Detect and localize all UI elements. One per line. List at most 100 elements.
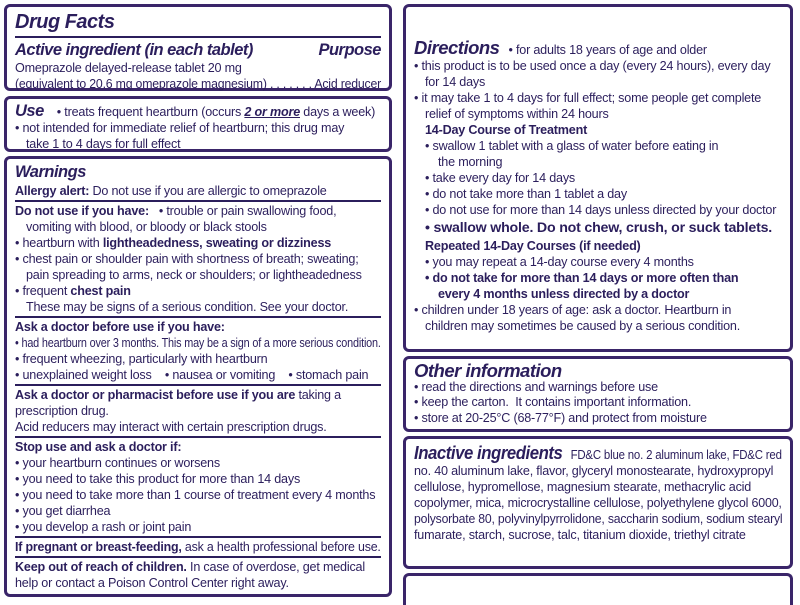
text-line: Keep out of reach of children. In case o… — [15, 559, 381, 575]
text-segment: • had heartburn over 3 months. This may … — [15, 336, 381, 350]
text-segment: Ask a doctor or pharmacist before use if… — [15, 388, 296, 402]
text-segment: • take every day for 14 days — [425, 171, 576, 185]
text-segment: • store at 20-25°C (68-77°F) and protect… — [414, 410, 707, 425]
text-segment: Omeprazole delayed-release tablet 20 mg — [15, 61, 242, 75]
text-segment: children may sometimes be caused by a se… — [425, 319, 741, 333]
text-segment: • keep the carton. It contains important… — [414, 395, 692, 410]
text-segment: • swallow whole. Do not chew, crush, or … — [425, 220, 773, 236]
text-segment: vomiting with blood, or bloody or black … — [26, 220, 267, 234]
text-segment: Do not use if you have: — [15, 204, 149, 218]
text-line: vomiting with blood, or bloody or black … — [15, 219, 381, 235]
text-line: no. 40 aluminum lake, flavor, glyceryl m… — [414, 463, 782, 479]
text-line: prescription drug. — [15, 403, 381, 419]
text-line: If pregnant or breast-feeding, ask a hea… — [15, 539, 381, 555]
active-ingredient-body: Omeprazole delayed-release tablet 20 mg (… — [15, 60, 381, 92]
text-segment: Acid reducer — [314, 77, 382, 91]
text-segment: • chest pain or shoulder pain with short… — [15, 252, 359, 266]
text-line: • do not take for more than 14 days or m… — [414, 270, 782, 286]
text-line: take 1 to 4 days for full effect — [15, 136, 381, 152]
text-segment: chest pain — [70, 284, 131, 298]
text-segment: In case of overdose, get medical — [186, 560, 365, 574]
inactive-ingredients-panel: Inactive ingredients FD&C blue no. 2 alum… — [403, 436, 793, 569]
text-segment: Keep out of reach of children. — [15, 560, 187, 574]
text-line: • read the directions and warnings befor… — [414, 380, 782, 395]
other-information-panel: Other information • read the directions … — [403, 356, 793, 432]
section-divider — [15, 316, 381, 318]
directions-body: Directions • for adults 18 years of age a… — [414, 37, 782, 334]
text-line: • this product is to be used once a day … — [414, 58, 782, 74]
text-line: Ask a doctor or pharmacist before use if… — [15, 387, 381, 403]
inline-section-heading: Use — [15, 102, 44, 120]
text-segment: • it may take 1 to 4 days for full effec… — [414, 91, 762, 105]
other-information-body: • read the directions and warnings befor… — [414, 380, 782, 426]
text-line: • had heartburn over 3 months. This may … — [15, 335, 381, 351]
text-line: the morning — [414, 154, 782, 170]
text-segment: • you need to take more than 1 course of… — [15, 488, 376, 502]
text-line: Inactive ingredients FD&C blue no. 2 alum… — [414, 442, 782, 463]
text-line: children may sometimes be caused by a se… — [414, 318, 782, 334]
text-segment: lightheadedness, sweating or dizziness — [102, 236, 332, 250]
text-segment: • your heartburn continues or worsens — [15, 456, 220, 470]
text-segment: days a week) — [300, 105, 376, 119]
text-segment: Repeated 14-Day Courses (if needed) — [425, 239, 641, 253]
text-line: • your heartburn continues or worsens — [15, 455, 381, 471]
inline-section-heading: Inactive ingredients — [414, 442, 563, 463]
text-line: • do not take more than 1 tablet a day — [414, 186, 782, 202]
text-segment: • you may repeat a 14-day course every 4… — [425, 255, 694, 269]
text-segment: relief of symptoms within 24 hours — [425, 107, 609, 121]
text-segment: no. 40 aluminum lake, flavor, glyceryl m… — [414, 464, 774, 478]
text-line: (equivalent to 20.6 mg omeprazole magnes… — [15, 76, 381, 92]
text-line: • you develop a rash or joint pain — [15, 519, 381, 535]
text-line: Acid reducers may interact with certain … — [15, 419, 381, 435]
text-line: • swallow 1 tablet with a glass of water… — [414, 138, 782, 154]
text-segment: polysorbate 80, polyvinylpyrrolidone, sa… — [414, 512, 783, 526]
text-segment: taking a — [295, 388, 341, 402]
text-segment: Allergy alert: — [15, 184, 90, 198]
text-line: • keep the carton. It contains important… — [414, 395, 782, 410]
text-line: Omeprazole delayed-release tablet 20 mg — [15, 60, 381, 76]
purpose-heading: Purpose — [318, 41, 381, 59]
inactive-ingredients-body: Inactive ingredients FD&C blue no. 2 alum… — [414, 442, 783, 543]
inline-section-heading: Directions — [414, 37, 500, 58]
section-divider — [15, 200, 381, 202]
warnings-panel: Warnings Allergy alert: Do not use if yo… — [4, 156, 392, 597]
text-line: • unexplained weight loss • nausea or vo… — [15, 367, 381, 383]
use-panel: Use • treats frequent heartburn (occurs 2… — [4, 96, 392, 152]
text-segment: • children under 18 years of age: ask a … — [414, 303, 732, 317]
text-line: Stop use and ask a doctor if: — [15, 439, 381, 455]
text-line: • you need to take this product for more… — [15, 471, 381, 487]
text-line: These may be signs of a serious conditio… — [15, 299, 381, 315]
text-line: Repeated 14-Day Courses (if needed) — [414, 238, 782, 254]
text-line: • not intended for immediate relief of h… — [15, 120, 381, 136]
active-ingredient-heading-row: Active ingredient (in each tablet) Purpo… — [15, 40, 381, 60]
text-segment: • unexplained weight loss • nausea or vo… — [15, 368, 369, 382]
text-segment: • this product is to be used once a day … — [414, 59, 771, 73]
text-segment: • you get diarrhea — [15, 504, 111, 518]
text-line: • you need to take more than 1 course of… — [15, 487, 381, 503]
text-line: • you get diarrhea — [15, 503, 381, 519]
text-line: help or contact a Poison Control Center … — [15, 575, 381, 591]
text-line: pain spreading to arms, neck or shoulder… — [15, 267, 381, 283]
text-segment: • for adults 18 years of age and older — [508, 43, 707, 57]
directions-panel: Directions • for adults 18 years of age a… — [403, 4, 793, 352]
text-line: Allergy alert: Do not use if you are all… — [15, 183, 381, 199]
text-line: • chest pain or shoulder pain with short… — [15, 251, 381, 267]
text-line: every 4 months unless directed by a doct… — [414, 286, 782, 302]
text-line: • it may take 1 to 4 days for full effec… — [414, 90, 782, 106]
text-segment: cellulose, hypromellose, magnesium stear… — [414, 480, 752, 494]
text-segment: Do not use if you are allergic to omepra… — [89, 184, 327, 198]
text-segment: • you develop a rash or joint pain — [15, 520, 192, 534]
text-segment: Acid reducers may interact with certain … — [15, 420, 327, 434]
text-line: polysorbate 80, polyvinylpyrrolidone, sa… — [414, 511, 783, 527]
text-segment: the morning — [438, 155, 503, 169]
text-line: • swallow whole. Do not chew, crush, or … — [414, 218, 782, 238]
text-segment: • not intended for immediate relief of h… — [15, 121, 345, 135]
text-line: • children under 18 years of age: ask a … — [414, 302, 782, 318]
text-segment: • do not take for more than 14 days or m… — [425, 271, 739, 285]
text-line: Do not use if you have: • trouble or pai… — [15, 203, 381, 219]
text-segment: every 4 months unless directed by a doct… — [438, 287, 690, 301]
text-segment: Stop use and ask a doctor if: — [15, 440, 182, 454]
text-line: Use • treats frequent heartburn (occurs 2… — [15, 103, 381, 120]
text-segment: • swallow 1 tablet with a glass of water… — [425, 139, 719, 153]
